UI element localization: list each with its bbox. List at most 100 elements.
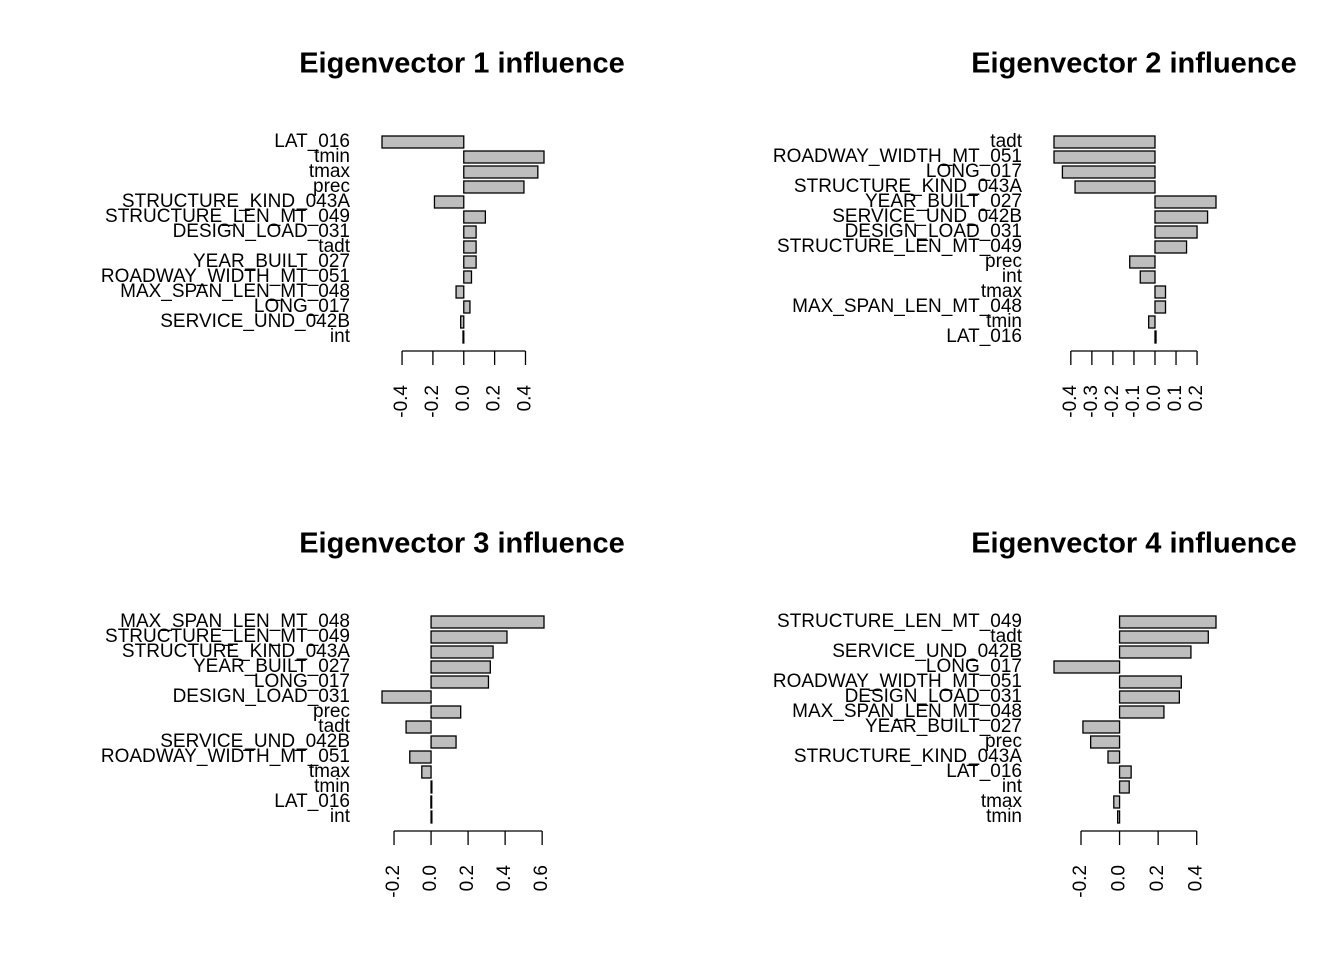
category-label: ROADWAY_WIDTH_MT_051 [101, 266, 350, 287]
x-tick-label: -0.3 [1081, 385, 1102, 418]
bar [409, 750, 432, 764]
category-label: tadt [318, 236, 350, 257]
bar [1118, 630, 1209, 644]
panel: Eigenvector 3 influence MAX_SPAN_LEN_MT_0… [101, 528, 625, 898]
bar [1053, 135, 1156, 149]
bar [1118, 645, 1192, 659]
category-label: LAT_016 [946, 761, 1022, 782]
category-label: tmin [986, 311, 1022, 332]
category-label: tmax [309, 161, 351, 182]
bar [430, 660, 491, 674]
x-tick-label: -0.2 [422, 385, 443, 418]
x-tick-label: -0.4 [391, 385, 412, 418]
bar [1061, 165, 1156, 179]
category-label: LONG_017 [254, 671, 350, 692]
x-tick-label: -0.4 [1060, 385, 1081, 418]
bar [463, 150, 545, 164]
bar [1118, 765, 1132, 779]
bar [1089, 735, 1121, 749]
category-label: MAX_SPAN_LEN_MT_048 [120, 281, 350, 302]
bar [1107, 750, 1121, 764]
x-tick-label: 0.6 [531, 865, 552, 891]
category-label: YEAR_BUILT_027 [193, 251, 350, 272]
bar [433, 195, 465, 209]
category-label: MAX_SPAN_LEN_MT_048 [792, 296, 1022, 317]
category-label: DESIGN_LOAD_031 [173, 221, 350, 242]
category-label: STRUCTURE_KIND_043A [122, 191, 350, 212]
bar [463, 270, 473, 284]
bar [1154, 225, 1198, 239]
x-tick-label: -0.2 [1070, 865, 1091, 898]
category-label: tmax [309, 761, 351, 782]
category-label: prec [313, 701, 350, 722]
x-tick-label: -0.1 [1123, 385, 1144, 418]
category-label: SERVICE_UND_042B [160, 311, 350, 332]
x-tick-label: 0.0 [1109, 865, 1130, 891]
bar [463, 255, 477, 269]
bar [421, 765, 432, 779]
bar [463, 165, 539, 179]
category-label: tmin [314, 776, 350, 797]
bar [1113, 795, 1121, 809]
bar [462, 330, 465, 344]
category-label: SERVICE_UND_042B [832, 206, 1022, 227]
bar [1154, 240, 1188, 254]
category-label: STRUCTURE_LEN_MT_049 [105, 206, 350, 227]
bar [1053, 660, 1121, 674]
bar [430, 645, 494, 659]
bar [1148, 315, 1156, 329]
category-label: MAX_SPAN_LEN_MT_048 [120, 611, 350, 632]
bar [381, 135, 465, 149]
category-label: YEAR_BUILT_027 [193, 656, 350, 677]
category-label: LONG_017 [926, 161, 1022, 182]
chart-title: Eigenvector 3 influence [299, 528, 625, 560]
bar [1082, 720, 1121, 734]
bar [1154, 195, 1217, 209]
bar [430, 780, 433, 794]
x-tick-label: -0.2 [1102, 385, 1123, 418]
bar [430, 705, 462, 719]
panel: Eigenvector 4 influence STRUCTURE_LEN_MT_… [773, 528, 1297, 898]
category-label: LAT_016 [274, 791, 350, 812]
bar [463, 180, 525, 194]
category-label: LAT_016 [946, 326, 1022, 347]
category-label: SERVICE_UND_042B [160, 731, 350, 752]
bar [1053, 150, 1156, 164]
x-tick-label: 0.4 [1186, 865, 1207, 892]
x-tick-label: 0.2 [1186, 385, 1207, 411]
bar [1154, 330, 1157, 344]
category-label: STRUCTURE_KIND_043A [794, 176, 1022, 197]
bar [463, 225, 477, 239]
category-label: YEAR_BUILT_027 [865, 716, 1022, 737]
bar [1118, 690, 1181, 704]
chart-title: Eigenvector 2 influence [971, 48, 1297, 80]
category-label: STRUCTURE_LEN_MT_049 [105, 626, 350, 647]
bar [430, 630, 508, 644]
bar [430, 810, 433, 824]
bar [430, 795, 433, 809]
category-label: tmax [981, 281, 1023, 302]
bar [1118, 705, 1165, 719]
category-label: int [330, 326, 351, 347]
bar [1118, 615, 1217, 629]
category-label: tmin [986, 806, 1022, 827]
x-tick-label: -0.2 [383, 865, 404, 898]
category-label: ROADWAY_WIDTH_MT_051 [773, 671, 1022, 692]
x-tick-label: 0.2 [1147, 865, 1168, 891]
bar [430, 735, 457, 749]
category-label: int [1002, 266, 1023, 287]
category-label: LAT_016 [274, 131, 350, 152]
category-label: STRUCTURE_KIND_043A [794, 746, 1022, 767]
x-tick-label: 0.0 [453, 385, 474, 411]
category-label: ROADWAY_WIDTH_MT_051 [773, 146, 1022, 167]
bar [1154, 285, 1167, 299]
category-label: YEAR_BUILT_027 [865, 191, 1022, 212]
x-tick-label: 0.2 [457, 865, 478, 891]
bar [430, 675, 490, 689]
bar [430, 615, 545, 629]
category-label: DESIGN_LOAD_031 [845, 686, 1022, 707]
bar [405, 720, 432, 734]
chart-title: Eigenvector 4 influence [971, 528, 1297, 560]
bar [463, 240, 477, 254]
